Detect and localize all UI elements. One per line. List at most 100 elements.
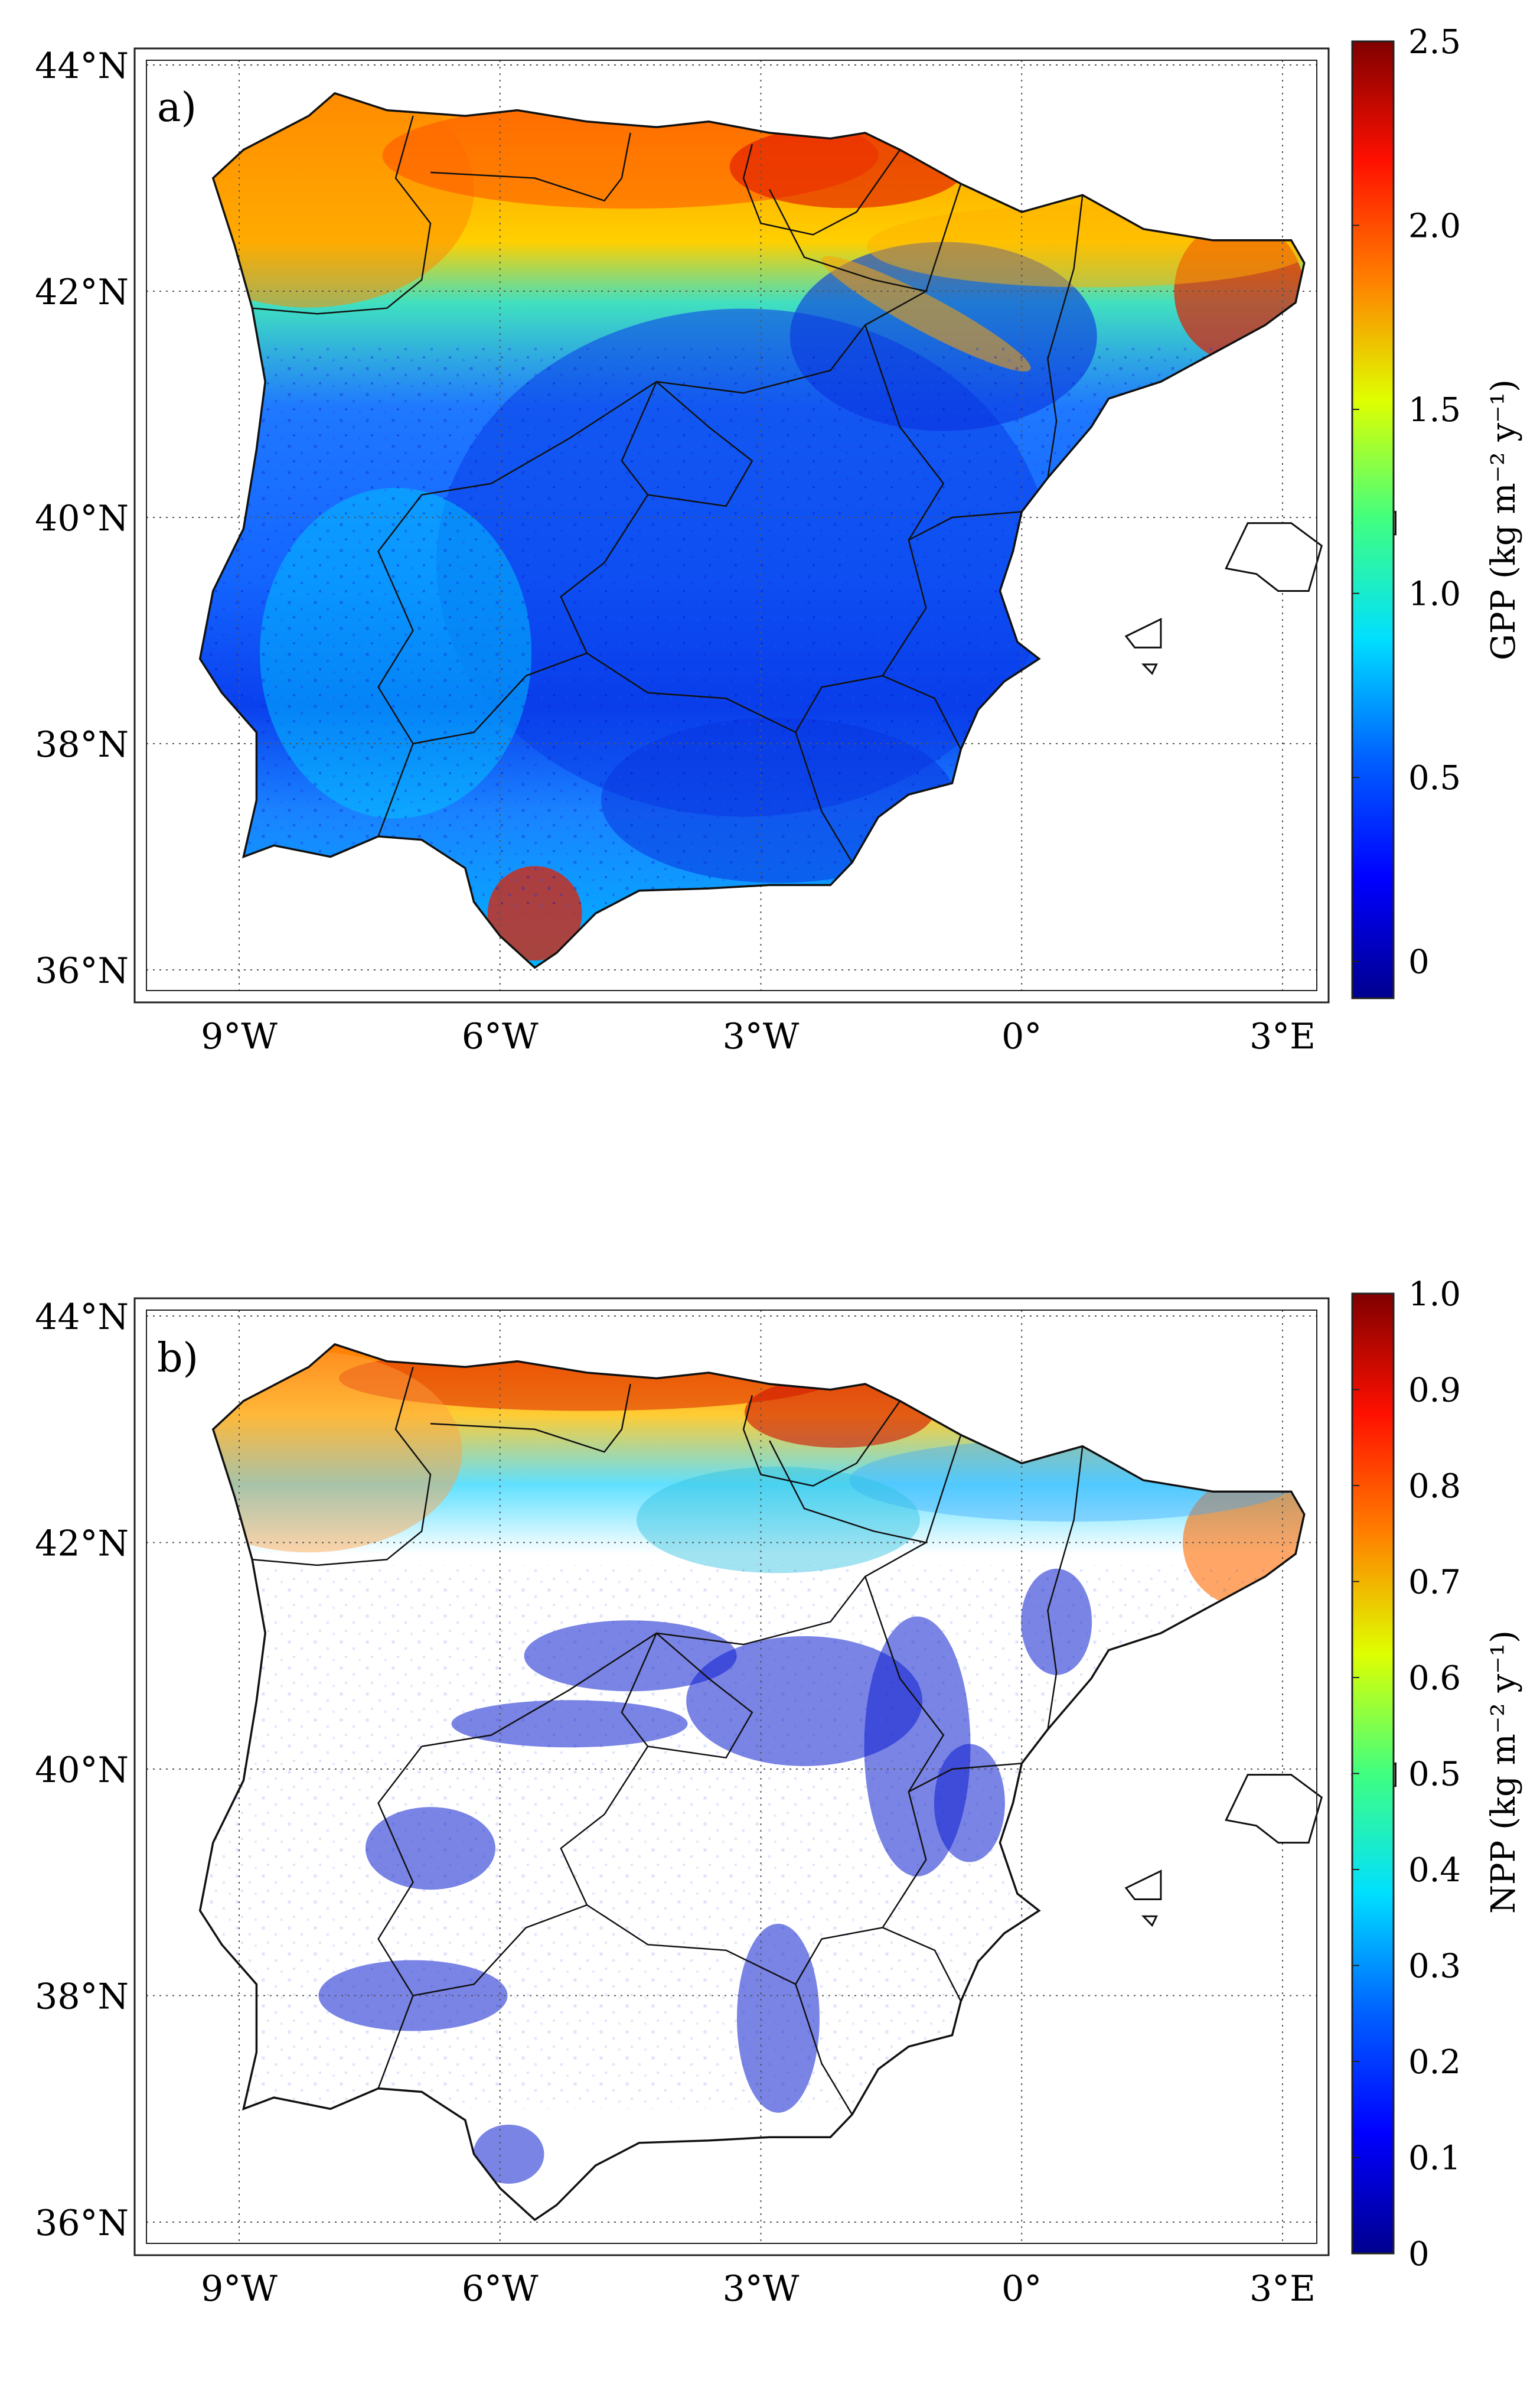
region-border (621, 381, 753, 507)
balearic-island (1225, 522, 1323, 592)
colorbar-tick-label: 0.3 (1408, 1947, 1461, 1986)
panel-b-map-area (146, 1310, 1397, 2243)
lat-tick-label: 40°N (35, 498, 129, 539)
region-border (421, 189, 928, 496)
colorbar-tick-label: 0.1 (1408, 2139, 1461, 2178)
panel-a-label: a) (157, 84, 197, 131)
panel-a-colorbar: 2.5 2.0 1.5 1.0 0.5 0 GPP (kg m⁻² y⁻¹) (1351, 23, 1523, 999)
region-border (421, 1440, 928, 1747)
gpp-iberian-range (821, 256, 1031, 372)
lon-tick-label: 6°W (462, 1016, 539, 1057)
iberian-coastline (198, 1343, 1306, 2222)
panel-b-npp-patches (200, 1346, 1304, 2184)
gpp-pyrenees-mid (867, 204, 1304, 288)
region-border (1047, 195, 1084, 478)
iberian-coastline (198, 92, 1306, 969)
lon-tick-label: 0° (1001, 1016, 1042, 1057)
region-border (621, 1632, 753, 1759)
region-border (882, 1927, 962, 2002)
region-border (795, 1576, 945, 2115)
region-border (430, 132, 631, 202)
lat-tick-label: 42°N (35, 272, 129, 313)
lat-tick-label: 36°N (35, 950, 129, 992)
panel-b-frame-outer (133, 1297, 1330, 2256)
panel-a: a) 44°N 42°N 40°N 38°N 36°N 9°W 6°W 3°W 0° 3°E 2… (35, 23, 1523, 1057)
panel-b-colorbar: 1.0 0.9 0.8 0.7 0.6 0.5 0.4 0.3 0.2 0.1 0 NPP (kg … (1351, 1275, 1523, 2273)
npp-speckle (200, 1565, 1304, 2109)
colorbar-tick-label: 0.5 (1408, 759, 1461, 797)
colorbar-tick-label: 0.7 (1408, 1564, 1461, 1602)
region-border (560, 1745, 649, 1906)
region-border (1047, 1446, 1084, 1730)
colorbar-tick-label: 0.8 (1408, 1467, 1461, 1506)
panel-b-lat-ticks: 44°N 42°N 40°N 38°N 36°N (35, 1297, 129, 2244)
panel-a-gridlines (146, 60, 1317, 991)
lon-tick-label: 3°E (1249, 1016, 1316, 1057)
lat-tick-label: 38°N (35, 1976, 129, 2018)
lon-tick-label: 3°W (723, 1016, 800, 1057)
lat-tick-label: 40°N (35, 1750, 129, 1791)
lat-tick-label: 44°N (35, 45, 129, 87)
npp-ebro-cyan (636, 1467, 920, 1574)
region-border (908, 511, 1022, 541)
lon-tick-label: 9°W (201, 2268, 278, 2310)
panel-b-colorbar-title: NPP (kg m⁻² y⁻¹) (1484, 1630, 1523, 1914)
region-border (925, 183, 962, 292)
balearic-island (1225, 1774, 1323, 1844)
region-border (377, 1745, 796, 1996)
lat-tick-label: 36°N (35, 2203, 129, 2244)
panel-a-lat-ticks: 44°N 42°N 40°N 38°N 36°N (35, 45, 129, 992)
colorbar-tick-label: 2.5 (1408, 23, 1461, 61)
colorbar-tick-label: 0.5 (1408, 1755, 1461, 1794)
panel-b-gridlines (146, 1310, 1317, 2243)
panel-b-label: b) (157, 1335, 198, 1382)
region-border (795, 324, 945, 863)
npp-blue-patch (473, 2124, 544, 2184)
region-border (430, 1383, 631, 1453)
lat-tick-label: 44°N (35, 1297, 129, 1338)
region-border (742, 1395, 901, 1487)
region-border (925, 1434, 962, 1543)
balearic-island (1141, 1915, 1158, 1927)
lon-tick-label: 3°W (723, 2268, 800, 2310)
lon-tick-label: 3°E (1249, 2268, 1316, 2310)
colorbar-tick-label: 0.6 (1408, 1659, 1461, 1698)
panel-a-colorbar-ramp (1351, 40, 1395, 999)
colorbar-tick-label: 0.4 (1408, 1851, 1461, 1890)
region-border (560, 494, 649, 654)
lon-tick-label: 6°W (462, 2268, 539, 2310)
panel-a-map-area (146, 60, 1397, 991)
panel-a-frame-outer (133, 47, 1330, 1004)
region-border (908, 1763, 1022, 1793)
colorbar-tick-label: 0 (1408, 2235, 1430, 2273)
region-border (252, 115, 432, 315)
lon-tick-label: 9°W (201, 1016, 278, 1057)
lat-tick-label: 38°N (35, 724, 129, 766)
panel-a-frame-inner (146, 60, 1317, 991)
panel-b-colorbar-ticks: 1.0 0.9 0.8 0.7 0.6 0.5 0.4 0.3 0.2 0.1 0 (1352, 1275, 1461, 2273)
region-border (742, 144, 901, 236)
region-border (377, 743, 414, 837)
panel-b-coastline (198, 1343, 1397, 2222)
colorbar-tick-label: 0.2 (1408, 2043, 1461, 2082)
region-border (377, 494, 796, 745)
balearic-island (1124, 617, 1162, 649)
colorbar-tick-label: 0.9 (1408, 1372, 1461, 1410)
panel-a-colorbar-ticks: 2.5 2.0 1.5 1.0 0.5 0 (1352, 23, 1461, 982)
lat-tick-label: 42°N (35, 1523, 129, 1565)
colorbar-tick-label: 2.0 (1408, 207, 1461, 246)
region-border (377, 1995, 414, 2089)
balearic-island (1124, 1869, 1162, 1900)
region-border (882, 675, 962, 750)
panel-b-frame-inner (146, 1310, 1317, 2244)
panel-a-lon-ticks: 9°W 6°W 3°W 0° 3°E (201, 1016, 1316, 1057)
panel-b-lon-ticks: 9°W 6°W 3°W 0° 3°E (201, 2268, 1316, 2310)
panel-a-colorbar-title: GPP (kg m⁻² y⁻¹) (1484, 379, 1523, 660)
panel-b: b) 44°N 42°N 40°N 38°N 36°N 9°W 6°W 3°W 0° 3°E 1… (35, 1275, 1523, 2310)
region-border (252, 1366, 432, 1566)
colorbar-tick-label: 1.0 (1408, 1275, 1461, 1314)
colorbar-tick-label: 0 (1408, 943, 1430, 982)
lon-tick-label: 0° (1001, 2268, 1042, 2310)
npp-galicia-mix (200, 1351, 462, 1553)
